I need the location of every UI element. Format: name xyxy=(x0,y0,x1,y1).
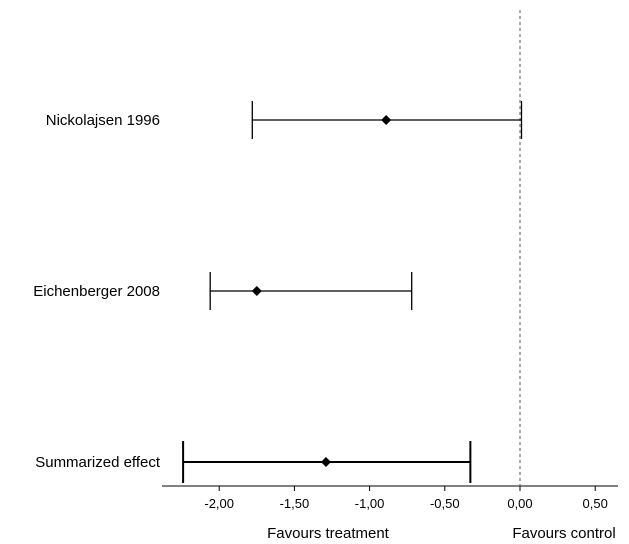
x-tick-label: -1,50 xyxy=(280,496,310,511)
x-axis-ticks: -2,00 -1,50 -1,00 -0,50 0,00 0,50 xyxy=(204,486,607,511)
study-label: Nickolajsen 1996 xyxy=(46,112,160,129)
x-tick-label: -2,00 xyxy=(204,496,234,511)
study-rows: Nickolajsen 1996 Eichenberger 2008 Summari… xyxy=(33,101,521,483)
study-label: Eichenberger 2008 xyxy=(33,283,160,300)
x-tick-label: -1,00 xyxy=(355,496,385,511)
x-tick-label: -0,50 xyxy=(430,496,460,511)
effect-estimate-diamond xyxy=(321,457,331,467)
effect-estimate-diamond xyxy=(252,286,262,296)
study-label: Summarized effect xyxy=(35,454,161,471)
x-tick-label: 0,50 xyxy=(583,496,608,511)
effect-estimate-diamond xyxy=(381,115,391,125)
favours-control-label: Favours control xyxy=(512,525,615,542)
favours-treatment-label: Favours treatment xyxy=(267,525,390,542)
x-tick-label: 0,00 xyxy=(507,496,532,511)
